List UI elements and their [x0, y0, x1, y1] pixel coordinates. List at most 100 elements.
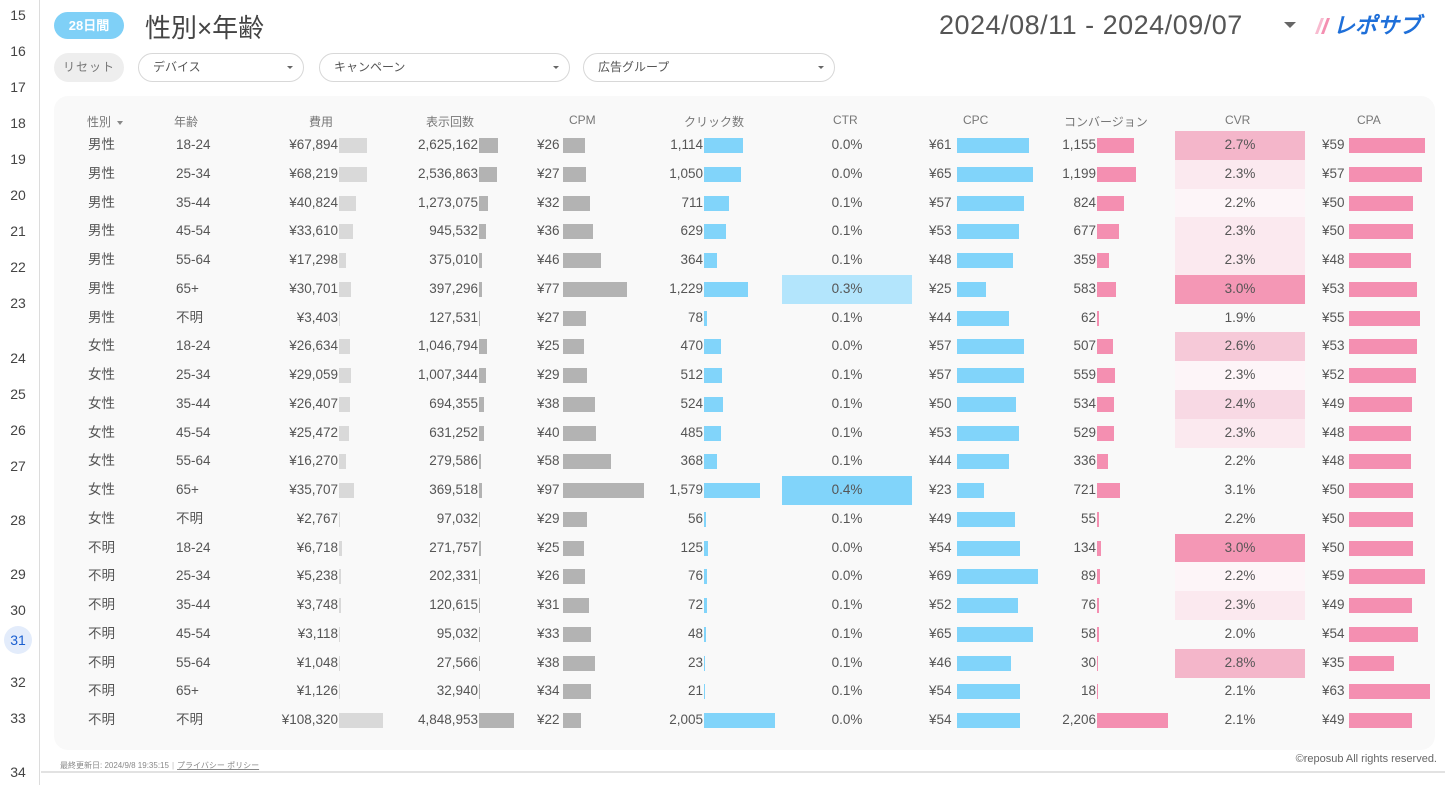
- chevron-down-icon: [818, 66, 824, 69]
- line-number[interactable]: 32: [10, 674, 26, 690]
- table-row[interactable]: 不明 不明 ¥108,320 4,848,953 ¥22 2,005 0.0% ¥54 2,20…: [41, 706, 1445, 734]
- impressions-bar: [479, 138, 498, 153]
- table-row[interactable]: 不明 45-54 ¥3,118 95,032 ¥33 48 0.1% ¥65 58 2.0% ¥54: [41, 620, 1445, 648]
- clicks-bar: [704, 368, 722, 383]
- cost-cell: ¥6,718: [296, 539, 338, 555]
- cpm-bar: [563, 425, 596, 441]
- header-age[interactable]: 年齢: [174, 115, 199, 129]
- line-number[interactable]: 33: [10, 710, 26, 726]
- period-badge: 28日間: [54, 12, 124, 39]
- impressions-cell: 631,252: [429, 424, 478, 440]
- line-number[interactable]: 31: [4, 626, 32, 654]
- clicks-cell: 48: [687, 625, 703, 641]
- line-number[interactable]: 23: [10, 295, 26, 311]
- line-number[interactable]: 20: [10, 187, 26, 203]
- header-gender[interactable]: 性別: [87, 113, 124, 130]
- table-row[interactable]: 男性 25-34 ¥68,219 2,536,863 ¥27 1,050 0.0% ¥65 1,…: [41, 159, 1445, 189]
- header-cost[interactable]: 費用: [309, 115, 334, 129]
- date-range-caret-icon[interactable]: [1284, 22, 1296, 28]
- line-number[interactable]: 27: [10, 458, 26, 474]
- table-row[interactable]: 不明 35-44 ¥3,748 120,615 ¥31 72 0.1% ¥52 76 2.3% ¥4…: [41, 591, 1445, 620]
- header-cpm[interactable]: CPM: [569, 113, 596, 127]
- cpc-cell: ¥53: [929, 223, 952, 239]
- table-row[interactable]: 女性 65+ ¥35,707 369,518 ¥97 1,579 0.4% ¥23 721 3.1…: [41, 476, 1445, 505]
- ctr-cell: 0.1%: [831, 510, 863, 526]
- line-number[interactable]: 24: [10, 350, 26, 366]
- cpa-bar: [1349, 281, 1417, 297]
- table-row[interactable]: 女性 45-54 ¥25,472 631,252 ¥40 485 0.1% ¥53 529 2.3…: [41, 418, 1445, 448]
- table-row[interactable]: 女性 55-64 ¥16,270 279,586 ¥58 368 0.1% ¥44 336 2.2…: [41, 447, 1445, 475]
- header-clicks[interactable]: クリック数: [684, 115, 745, 129]
- cvr-highlight: [1175, 418, 1305, 448]
- campaign-filter-dropdown[interactable]: キャンペーン: [319, 53, 570, 82]
- line-number[interactable]: 28: [10, 512, 26, 528]
- ctr-cell: 0.1%: [831, 194, 863, 210]
- privacy-policy-link[interactable]: プライバシー ポリシー: [177, 761, 260, 770]
- clicks-cell: 1,229: [669, 280, 703, 296]
- line-number[interactable]: 17: [10, 79, 26, 95]
- table-row[interactable]: 女性 25-34 ¥29,059 1,007,344 ¥29 512 0.1% ¥57 559 2…: [41, 361, 1445, 390]
- cpc-cell: ¥48: [929, 252, 952, 267]
- age-cell: 35-44: [176, 194, 211, 210]
- table-row[interactable]: 男性 18-24 ¥67,894 2,625,162 ¥26 1,114 0.0% ¥61 1,…: [41, 131, 1445, 160]
- ctr-cell: 0.1%: [831, 597, 863, 612]
- table-row[interactable]: 不明 25-34 ¥5,238 202,331 ¥26 76 0.0% ¥69 89 2.2% ¥5…: [41, 562, 1445, 592]
- table-row[interactable]: 男性 45-54 ¥33,610 945,532 ¥36 629 0.1% ¥53 677 2.3…: [41, 217, 1445, 247]
- table-row[interactable]: 男性 65+ ¥30,701 397,296 ¥77 1,229 0.3% ¥25 583 3.0…: [41, 274, 1445, 304]
- line-number[interactable]: 30: [10, 602, 26, 618]
- line-number[interactable]: 18: [10, 115, 26, 131]
- reset-button[interactable]: リセット: [54, 53, 124, 82]
- line-number[interactable]: 15: [10, 7, 26, 23]
- header-cvr[interactable]: CVR: [1225, 113, 1251, 127]
- table-row[interactable]: 女性 35-44 ¥26,407 694,355 ¥38 524 0.1% ¥50 534 2.4…: [41, 389, 1445, 419]
- cpa-cell: ¥57: [1322, 165, 1345, 181]
- ad-group-filter-dropdown[interactable]: 広告グループ: [583, 53, 835, 82]
- table-row[interactable]: 不明 55-64 ¥1,048 27,566 ¥38 23 0.1% ¥46 30 2.8% ¥35: [41, 648, 1445, 678]
- conversions-cell: 134: [1073, 539, 1096, 555]
- line-number[interactable]: 16: [10, 43, 26, 59]
- line-number[interactable]: 19: [10, 151, 26, 167]
- table-row[interactable]: 男性 55-64 ¥17,298 375,010 ¥46 364 0.1% ¥48 359 2.3…: [41, 246, 1445, 275]
- ctr-cell: 0.0%: [831, 137, 863, 152]
- line-number[interactable]: 26: [10, 422, 26, 438]
- line-number[interactable]: 34: [10, 764, 26, 780]
- cvr-cell: 2.8%: [1224, 654, 1256, 670]
- cpm-bar: [563, 253, 601, 268]
- cvr-cell: 2.3%: [1224, 223, 1256, 239]
- line-number[interactable]: 22: [10, 259, 26, 275]
- header-cpa[interactable]: CPA: [1357, 113, 1381, 127]
- line-number[interactable]: 21: [10, 223, 26, 239]
- line-number[interactable]: 29: [10, 566, 26, 582]
- table-row[interactable]: 女性 18-24 ¥26,634 1,046,794 ¥25 470 0.0% ¥57 507 2…: [41, 332, 1445, 362]
- table-row[interactable]: 女性 不明 ¥2,767 97,032 ¥29 56 0.1% ¥49 55 2.2% ¥50: [41, 505, 1445, 533]
- impressions-bar: [479, 425, 484, 441]
- impressions-bar: [479, 511, 480, 527]
- header-cpc[interactable]: CPC: [963, 113, 989, 127]
- table-row[interactable]: 男性 35-44 ¥40,824 1,273,075 ¥32 711 0.1% ¥57 824 2…: [41, 188, 1445, 218]
- age-cell: 25-34: [176, 367, 211, 382]
- cost-bar: [339, 425, 349, 441]
- cpa-cell: ¥59: [1322, 137, 1345, 152]
- table-row[interactable]: 不明 65+ ¥1,126 32,940 ¥34 21 0.1% ¥54 18 2.1% ¥63: [41, 677, 1445, 705]
- cpm-bar: [563, 166, 586, 182]
- date-range-picker[interactable]: 2024/08/11 - 2024/09/07: [939, 10, 1243, 40]
- cost-bar: [339, 310, 340, 326]
- cpc-cell: ¥53: [929, 424, 952, 440]
- cost-cell: ¥5,238: [296, 568, 338, 584]
- header-impressions[interactable]: 表示回数: [426, 115, 475, 129]
- cpa-bar: [1349, 166, 1422, 182]
- cpa-bar: [1349, 339, 1417, 355]
- gender-cell: 女性: [88, 338, 115, 354]
- impressions-cell: 1,007,344: [417, 367, 478, 382]
- line-number[interactable]: 25: [10, 386, 26, 402]
- device-filter-dropdown[interactable]: デバイス: [138, 53, 304, 82]
- cpm-bar: [563, 396, 595, 412]
- cvr-cell: 2.6%: [1224, 338, 1256, 354]
- gender-cell: 不明: [88, 654, 115, 670]
- table-row[interactable]: 不明 18-24 ¥6,718 271,757 ¥25 125 0.0% ¥54 134 3.0%…: [41, 533, 1445, 563]
- header-ctr[interactable]: CTR: [833, 113, 858, 127]
- cost-bar: [339, 253, 346, 268]
- impressions-cell: 95,032: [436, 625, 478, 641]
- table-row[interactable]: 男性 不明 ¥3,403 127,531 ¥27 78 0.1% ¥44 62 1.9% ¥55: [41, 304, 1445, 332]
- header-conversions[interactable]: コンバージョン: [1064, 115, 1148, 129]
